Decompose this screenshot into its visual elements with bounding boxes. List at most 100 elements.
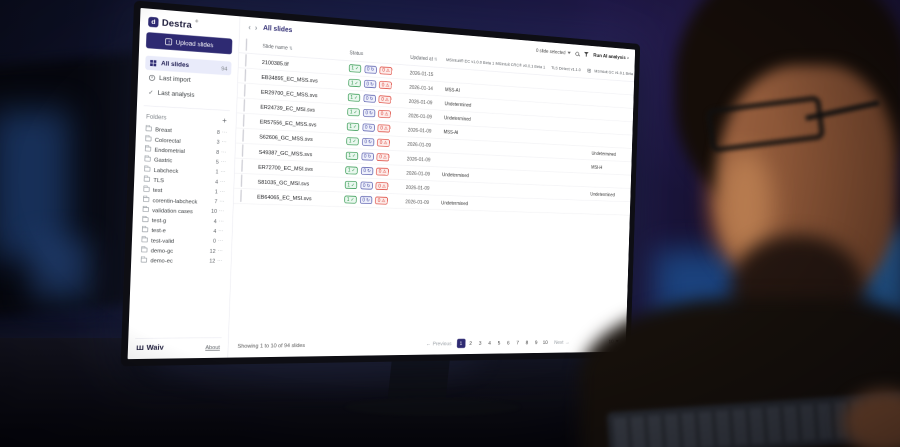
folder-icon	[144, 166, 151, 172]
row-checkbox[interactable]	[243, 84, 246, 97]
folder-name: validation cases	[152, 206, 194, 215]
refresh-icon: ↻	[370, 80, 374, 87]
background-screen-glow-left	[0, 110, 70, 260]
status-success-badge: 1 ✓	[344, 180, 358, 190]
column-updated-at[interactable]: Updated at⇅	[410, 54, 438, 63]
kebab-menu-icon[interactable]: ⋯	[221, 149, 226, 156]
kebab-menu-icon[interactable]: ⋯	[219, 198, 225, 205]
about-link[interactable]: About	[205, 343, 221, 351]
page-number[interactable]: 2	[469, 339, 473, 346]
kebab-menu-icon[interactable]: ⋯	[221, 139, 227, 146]
add-folder-button[interactable]: +	[222, 115, 227, 126]
kebab-menu-icon[interactable]: ⋯	[217, 258, 222, 265]
check-icon: ✓	[352, 152, 357, 159]
page-number[interactable]: 7	[516, 339, 520, 346]
refresh-icon: ↻	[369, 95, 374, 102]
result-msintuit-crc	[494, 120, 550, 123]
page-number[interactable]: 3	[478, 339, 482, 346]
back-button[interactable]: ‹	[248, 22, 252, 32]
folder-count: 12	[209, 248, 216, 255]
result-msintuit-crc	[491, 190, 547, 192]
column-slide-name[interactable]: Slide name⇅	[262, 42, 293, 52]
warning-icon: ⚠	[385, 81, 390, 88]
page-number[interactable]: 1	[456, 338, 466, 348]
folder-count: 1	[215, 168, 219, 175]
row-checkbox[interactable]	[242, 129, 245, 142]
page-number[interactable]: 8	[525, 338, 529, 346]
refresh-icon: ↻	[366, 182, 371, 189]
status-running-badge: 0 ↻	[361, 137, 375, 147]
folder-name: Breast	[155, 125, 172, 134]
updated-at: 2026-01-09	[407, 141, 432, 148]
status-badges: 1 ✓ 0 ↻ 0 ⚠	[347, 107, 408, 119]
next-page-button[interactable]: Next →	[554, 338, 570, 345]
upload-slides-label: Upload slides	[175, 38, 214, 49]
page-number[interactable]: 5	[497, 339, 501, 346]
updated-at: 2026-01-14	[409, 83, 434, 92]
kebab-menu-icon[interactable]: ⋯	[220, 159, 226, 166]
row-checkbox[interactable]	[243, 99, 246, 112]
check-icon: ✓	[351, 167, 356, 174]
forward-button[interactable]: ›	[254, 22, 258, 33]
folder-count: 1	[214, 188, 218, 195]
kebab-menu-icon[interactable]: ⋯	[220, 169, 226, 176]
arrow-left-icon: ←	[425, 340, 432, 347]
row-checkbox[interactable]	[244, 69, 247, 82]
select-all-checkbox[interactable]	[245, 38, 248, 51]
result-msintuit-ec	[442, 188, 492, 190]
status-success-badge: 1 ✓	[347, 107, 360, 117]
row-checkbox[interactable]	[241, 144, 244, 157]
result-msintuit-ec: Undetermined	[441, 199, 469, 207]
page-number[interactable]: 9	[534, 338, 538, 345]
nav-count: 94	[221, 64, 228, 72]
column-status: Status	[349, 49, 364, 57]
slide-name: ER29700_EC_MSS.svs	[260, 88, 318, 99]
folder-name: Gastric	[153, 156, 173, 164]
status-running-badge: 0 ↻	[363, 94, 376, 103]
grid-icon	[150, 59, 153, 63]
kebab-menu-icon[interactable]: ⋯	[219, 178, 225, 186]
kebab-menu-icon[interactable]: ⋯	[219, 188, 225, 195]
folder-icon	[143, 176, 151, 182]
previous-page-button[interactable]: ← Previous	[425, 340, 452, 347]
folder-name: test	[152, 186, 163, 194]
check-icon: ✓	[350, 196, 355, 203]
status-success-badge: 1 ✓	[347, 93, 361, 102]
slides-selected-label: 0 slide selected	[535, 47, 566, 56]
kebab-menu-icon[interactable]: ⋯	[218, 218, 224, 225]
folder-count: 4	[213, 218, 217, 225]
monitor: d Destra ® ↑ Upload slides All slides 94	[120, 0, 641, 367]
page-numbers: 1 2 3 4 5 6 7 8 9 10	[456, 338, 550, 348]
folder-icon	[142, 197, 150, 202]
destra-logo-icon: d	[148, 16, 159, 28]
status-badges: 1 ✓ 0 ↻ 0 ⚠	[346, 137, 407, 148]
kebab-menu-icon[interactable]: ⋯	[217, 248, 223, 255]
status-success-badge: 1 ✓	[348, 64, 362, 73]
result-msintuit-ec: Undetermined	[442, 171, 470, 178]
row-checkbox[interactable]	[241, 159, 243, 172]
row-checkbox[interactable]	[245, 54, 247, 67]
kebab-menu-icon[interactable]: ⋯	[218, 208, 224, 215]
warning-icon: ⚠	[384, 110, 389, 117]
waiv-logo: Ш Waiv	[136, 344, 164, 352]
slides-selected-dropdown[interactable]: 0 slide selected	[536, 48, 571, 56]
refresh-icon: ↻	[367, 153, 372, 160]
folder-count: 5	[215, 158, 219, 166]
check-icon: ✓	[353, 123, 358, 130]
kebab-menu-icon[interactable]: ⋯	[218, 228, 223, 235]
warning-icon: ⚠	[384, 96, 390, 103]
background-screen-glow-left-2	[30, 240, 90, 300]
result-msintuit-crc	[495, 92, 551, 96]
page-number[interactable]: 10	[542, 338, 548, 345]
kebab-menu-icon[interactable]: ⋯	[221, 129, 227, 136]
kebab-menu-icon[interactable]: ⋯	[217, 238, 223, 245]
page-number[interactable]: 4	[488, 339, 492, 346]
page-number[interactable]: 6	[507, 339, 510, 346]
row-checkbox[interactable]	[240, 189, 242, 203]
sidebar-folder-item[interactable]: demo-ec 12 ⋯	[138, 255, 225, 266]
row-checkbox[interactable]	[242, 114, 245, 127]
updated-at: 2026-01-09	[408, 98, 433, 106]
folder-name: test-g	[151, 216, 167, 224]
row-checkbox[interactable]	[240, 174, 243, 187]
slide-name: S81035_GC_MSI.svs	[257, 178, 310, 187]
